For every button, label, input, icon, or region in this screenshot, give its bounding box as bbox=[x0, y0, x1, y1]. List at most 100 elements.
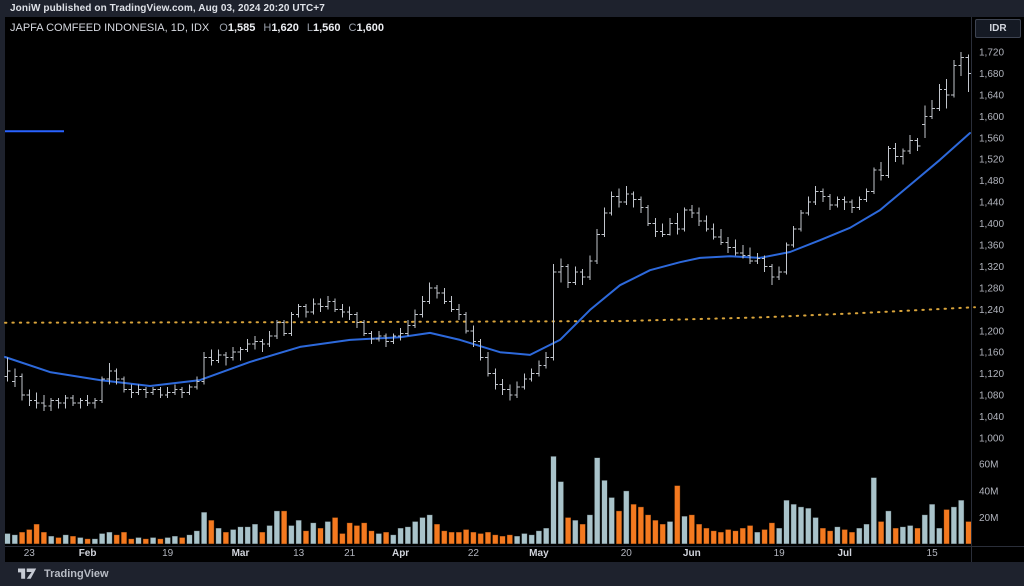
price-tick-label: 1,240 bbox=[979, 305, 1004, 316]
volume-bar bbox=[950, 506, 958, 545]
volume-bar bbox=[55, 537, 62, 545]
volume-bar bbox=[593, 457, 601, 545]
volume-bar bbox=[266, 525, 273, 545]
time-axis[interactable]: 23 Feb 19 Mar 13 21 Apr 22 May 20 Jun 19 Jul 15 bbox=[24, 548, 938, 559]
volume-bar bbox=[863, 523, 870, 545]
volume-bar bbox=[186, 534, 193, 545]
volume-bar bbox=[790, 503, 797, 545]
volume-bar bbox=[251, 523, 259, 545]
volume-bar bbox=[717, 531, 725, 545]
volume-bar bbox=[404, 526, 412, 545]
volume-bar bbox=[477, 533, 484, 545]
volume-bar bbox=[601, 479, 608, 545]
volume-bar bbox=[695, 523, 703, 545]
volume-bar bbox=[11, 534, 19, 545]
volume-tick-label: 40M bbox=[979, 486, 998, 497]
volume-bar bbox=[819, 527, 827, 545]
volume-bar bbox=[885, 510, 892, 545]
price-tick-label: 1,000 bbox=[979, 434, 1004, 445]
volume-bar bbox=[411, 521, 419, 545]
price-tick-label: 1,200 bbox=[979, 326, 1004, 337]
price-tick-label: 1,640 bbox=[979, 90, 1004, 101]
volume-bar bbox=[419, 517, 426, 545]
volume-bar bbox=[33, 523, 40, 545]
volume-bar bbox=[40, 531, 48, 545]
volume-bar bbox=[164, 537, 172, 545]
publish-bar: JoniW published on TradingView.com, Aug … bbox=[0, 0, 1024, 17]
volume-bar bbox=[754, 531, 761, 545]
volume-bar bbox=[25, 529, 33, 545]
volume-bar bbox=[470, 531, 477, 545]
volume-bar bbox=[943, 508, 950, 545]
price-tick-label: 1,560 bbox=[979, 133, 1004, 144]
volume-bar bbox=[797, 506, 805, 545]
volume-bar bbox=[899, 526, 907, 545]
volume-bar bbox=[957, 499, 965, 545]
volume-bar bbox=[142, 538, 150, 545]
volume-bar bbox=[608, 496, 615, 545]
price-pane[interactable] bbox=[4, 52, 972, 412]
time-tick-label: 22 bbox=[468, 548, 480, 559]
volume-bar bbox=[681, 515, 688, 545]
volume-bar bbox=[280, 510, 288, 545]
volume-bar bbox=[746, 525, 754, 545]
price-tick-label: 1,320 bbox=[979, 262, 1004, 273]
volume-bar bbox=[703, 527, 710, 545]
volume-bar bbox=[237, 526, 244, 545]
volume-bar bbox=[171, 535, 179, 545]
tradingview-brand-text[interactable]: TradingView bbox=[44, 568, 109, 580]
volume-bar bbox=[579, 523, 586, 545]
ohlc-readout: O1,585 H1,620 L1,560 C1,600 bbox=[219, 22, 392, 34]
volume-bar bbox=[448, 531, 455, 545]
ohlc-c: C1,600 bbox=[348, 22, 384, 34]
symbol-legend: JAPFA COMFEED INDONESIA, 1D, IDX O1,585 H1… bbox=[10, 22, 392, 34]
volume-bar bbox=[47, 535, 55, 545]
time-tick-label: Mar bbox=[232, 548, 250, 559]
volume-bar bbox=[149, 537, 157, 545]
price-tick-label: 1,680 bbox=[979, 69, 1004, 80]
volume-bar bbox=[535, 530, 543, 545]
volume-bar bbox=[506, 534, 514, 545]
volume-bar bbox=[892, 527, 899, 545]
volume-bar bbox=[360, 522, 368, 545]
volume-bar bbox=[295, 519, 302, 545]
chart-background bbox=[5, 16, 1024, 562]
volume-bar bbox=[826, 530, 834, 545]
volume-bar bbox=[936, 527, 943, 545]
volume-bar bbox=[77, 537, 84, 545]
volume-bar bbox=[491, 534, 499, 545]
time-tick-label: 23 bbox=[24, 548, 36, 559]
volume-pane[interactable] bbox=[4, 455, 972, 545]
volume-bar bbox=[484, 531, 492, 545]
volume-bar bbox=[120, 531, 128, 545]
volume-bar bbox=[965, 521, 972, 545]
volume-bar bbox=[353, 525, 361, 545]
volume-bar bbox=[127, 538, 135, 545]
volume-bar bbox=[805, 507, 812, 545]
volume-bar bbox=[113, 534, 121, 545]
volume-bar bbox=[630, 503, 637, 545]
volume-bar bbox=[586, 514, 594, 545]
volume-bar bbox=[98, 533, 106, 545]
volume-bar bbox=[877, 521, 885, 545]
volume-bar bbox=[84, 538, 91, 545]
volume-bar bbox=[652, 519, 659, 545]
volume-bar bbox=[557, 481, 565, 545]
volume-bar bbox=[761, 529, 768, 545]
volume-bar bbox=[856, 527, 863, 545]
volume-bar bbox=[623, 490, 630, 545]
ohlc-o: O1,585 bbox=[219, 22, 256, 34]
price-axis[interactable]: 1,720 1,680 1,640 1,600 1,560 1,520 1,480 1,440… bbox=[979, 48, 1004, 524]
price-tick-label: 1,440 bbox=[979, 198, 1004, 209]
currency-badge[interactable]: IDR bbox=[975, 19, 1021, 38]
volume-bar bbox=[783, 499, 790, 545]
volume-bar bbox=[542, 527, 550, 545]
volume-bar bbox=[637, 506, 645, 545]
volume-bar bbox=[455, 531, 463, 545]
ohlc-h: H1,620 bbox=[263, 22, 299, 34]
price-tick-label: 1,360 bbox=[979, 241, 1004, 252]
volume-bar bbox=[229, 529, 237, 545]
tradingview-logo-icon[interactable] bbox=[18, 567, 37, 581]
volume-bar bbox=[513, 535, 521, 545]
